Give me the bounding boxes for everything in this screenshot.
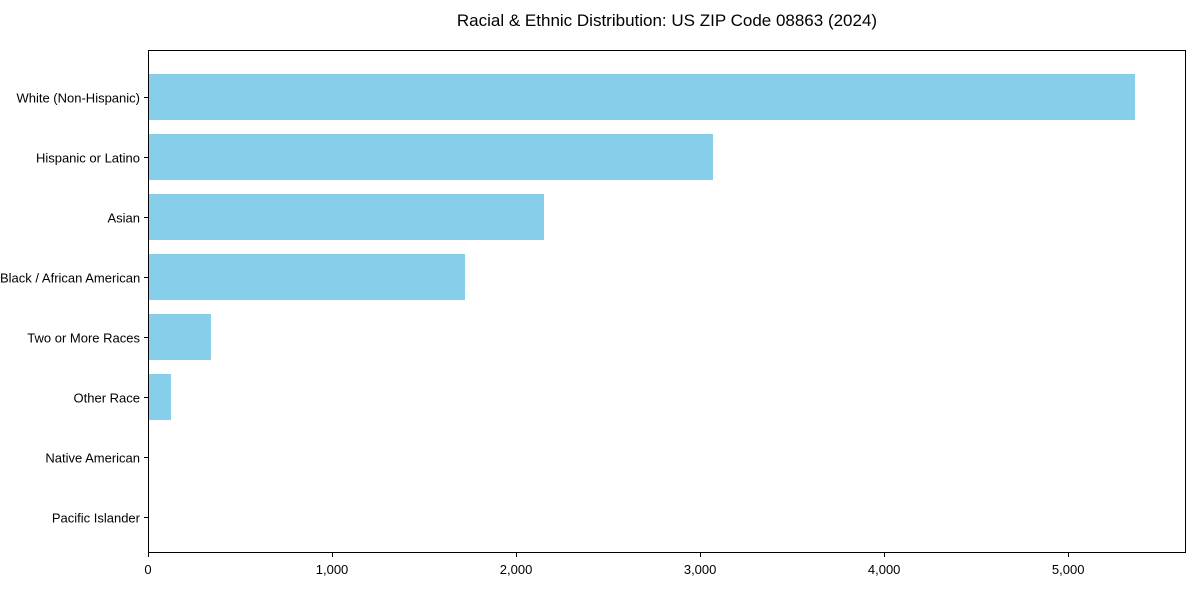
x-tick-mark xyxy=(148,553,149,557)
x-tick-label: 4,000 xyxy=(867,562,901,577)
bar xyxy=(149,193,544,240)
y-tick-label: Black / African American xyxy=(0,270,141,285)
bar xyxy=(149,133,713,180)
x-tick-label: 1,000 xyxy=(315,562,349,577)
y-tick-mark xyxy=(144,456,148,458)
y-tick-mark xyxy=(144,156,148,158)
y-tick-label: Asian xyxy=(107,210,140,225)
bar xyxy=(149,313,212,360)
y-tick-label: White (Non-Hispanic) xyxy=(16,90,140,105)
bar xyxy=(149,253,465,300)
y-tick-label: Two or More Races xyxy=(27,330,140,345)
y-tick-mark xyxy=(144,216,148,218)
x-tick-label: 5,000 xyxy=(1051,562,1085,577)
bar xyxy=(149,73,1136,120)
x-tick-mark xyxy=(1068,553,1070,557)
y-tick-mark xyxy=(144,396,148,398)
x-tick-label: 0 xyxy=(144,562,152,577)
x-tick-mark xyxy=(700,553,702,557)
chart-title: Racial & Ethnic Distribution: US ZIP Cod… xyxy=(456,11,878,30)
y-tick-label: Native American xyxy=(45,450,140,465)
x-tick-mark xyxy=(884,553,886,557)
x-tick-mark xyxy=(332,553,334,557)
x-tick-mark xyxy=(516,553,518,557)
y-tick-mark xyxy=(144,276,148,278)
y-tick-mark xyxy=(144,516,148,518)
y-tick-label: Other Race xyxy=(73,390,140,405)
y-tick-label: Hispanic or Latino xyxy=(35,150,140,165)
y-tick-mark xyxy=(144,336,148,338)
plot-area xyxy=(148,50,1186,553)
y-tick-mark xyxy=(144,96,148,98)
y-tick-label: Pacific Islander xyxy=(51,510,140,525)
x-tick-label: 2,000 xyxy=(499,562,533,577)
x-tick-label: 3,000 xyxy=(683,562,717,577)
bar xyxy=(149,373,172,420)
